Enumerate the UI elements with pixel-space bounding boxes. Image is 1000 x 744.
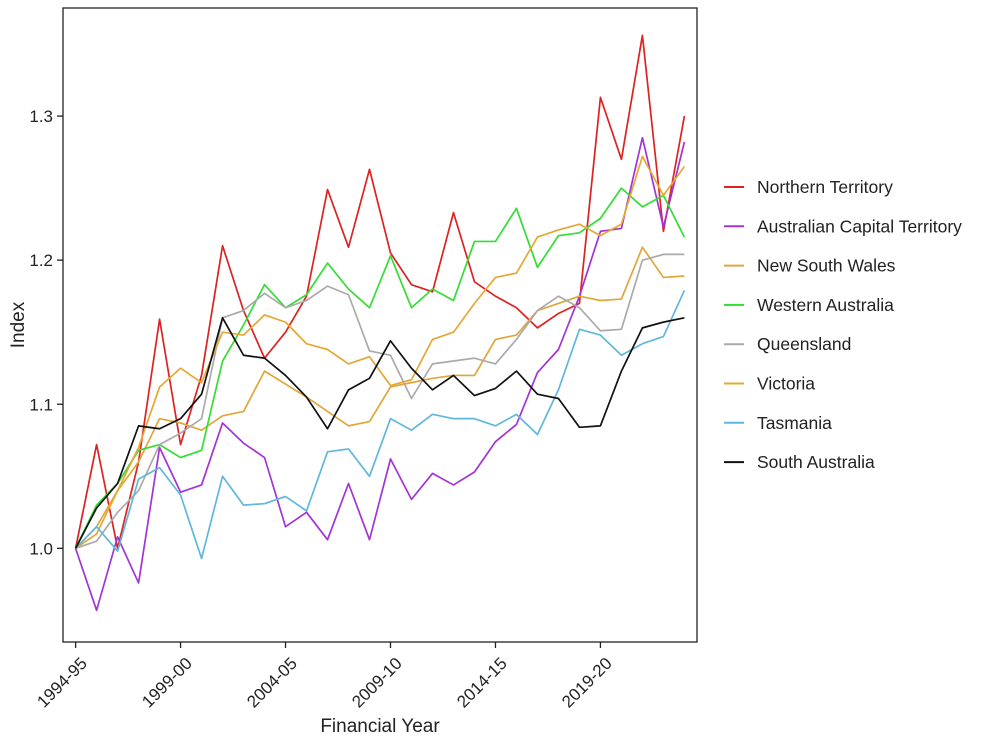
legend-label-south-australia: South Australia: [757, 452, 875, 472]
series-line-victoria: [75, 155, 686, 550]
y-axis-title: Index: [8, 301, 29, 348]
series-line-tasmania: [74, 290, 686, 560]
legend-label-tasmania: Tasmania: [757, 413, 832, 433]
legend: Northern Territory Australian Capital Ter…: [724, 177, 962, 472]
legend-label-victoria: Victoria: [757, 374, 815, 394]
legend-label-australian-capital-territory: Australian Capital Territory: [757, 216, 962, 236]
legend-label-queensland: Queensland: [757, 334, 851, 354]
plot-area-frame: [62, 7, 698, 643]
legend-label-western-australia: Western Australia: [757, 295, 894, 315]
y-tick-label: 1.1: [29, 395, 53, 414]
y-tick-label: 1.2: [29, 251, 53, 270]
series-line-australian-capital-territory: [74, 136, 686, 612]
y-tick-label: 1.0: [29, 539, 53, 558]
series-line-northern-territory: [74, 34, 686, 550]
series-line-queensland: [75, 253, 685, 550]
series-lines: [74, 34, 686, 612]
y-tick-label: 1.3: [29, 107, 53, 126]
legend-label-northern-territory: Northern Territory: [757, 177, 893, 197]
series-line-western-australia: [74, 187, 686, 549]
series-line-new-south-wales: [74, 246, 685, 549]
y-axis: 1.0 1.1 1.2 1.3: [29, 107, 63, 558]
legend-label-new-south-wales: New South Wales: [757, 256, 896, 276]
x-axis-title: Financial Year: [320, 716, 440, 737]
series-line-south-australia: [74, 316, 685, 549]
